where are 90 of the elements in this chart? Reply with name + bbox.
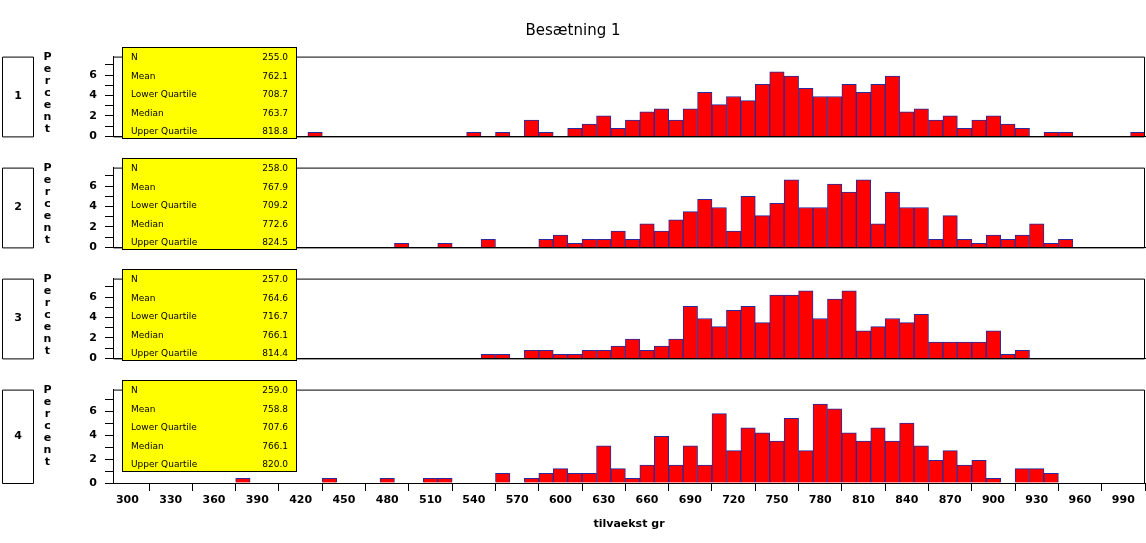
annotation: Mean	[131, 70, 156, 81]
x-tick-label: 630	[592, 493, 616, 507]
x-tick-label: 450	[332, 493, 356, 507]
annotation: Mean	[131, 181, 156, 192]
annotation: 716.7	[262, 311, 288, 321]
annotation: 257.0	[262, 274, 288, 284]
annotation: N	[131, 163, 138, 173]
annotation: Median	[131, 107, 164, 118]
x-tick-label: 780	[808, 493, 833, 507]
text: 3	[14, 311, 22, 325]
x-tick-label: 930	[1025, 493, 1049, 507]
annotation: 258.0	[262, 163, 288, 173]
y-tick-label: 4	[89, 310, 98, 324]
x-tick-label: 300	[115, 493, 140, 507]
x-tick-label: 420	[289, 493, 313, 507]
x-tick-label: 690	[678, 493, 703, 507]
chart-title: Besætning 1	[524, 21, 622, 39]
annotation: N	[131, 385, 138, 395]
annotation: Lower Quartile	[131, 311, 197, 321]
y-tick-label: 6	[89, 178, 98, 192]
x-tick-label: 510	[419, 493, 443, 507]
y-tick-label: 2	[89, 108, 97, 122]
annotation: Upper Quartile	[131, 348, 198, 358]
annotation: 255.0	[262, 52, 288, 62]
x-tick-label: 600	[548, 493, 573, 507]
y-tick-label: 2	[89, 451, 97, 465]
annotation: Median	[131, 218, 164, 229]
x-tick-label: 570	[505, 493, 529, 507]
annotation: N	[131, 274, 138, 284]
annotation: Upper Quartile	[131, 459, 198, 469]
x-axis-title: tilvaekst gr	[593, 517, 666, 531]
annotation: Upper Quartile	[131, 126, 198, 136]
x-tick-label: 810	[852, 493, 876, 507]
x-tick-label: 390	[245, 493, 270, 507]
annotation: N	[131, 52, 138, 62]
y-tick-label: 0	[89, 129, 98, 143]
y-axis-title: Percent	[40, 161, 54, 245]
y-tick-label: 6	[89, 289, 98, 303]
annotation: Mean	[131, 292, 156, 303]
x-tick-label: 480	[375, 493, 400, 507]
x-tick-label: 720	[722, 493, 746, 507]
x-tick-label: 330	[159, 493, 183, 507]
annotation: Median	[131, 440, 164, 451]
y-axis-title: Percent	[40, 272, 54, 356]
x-tick-label: 840	[895, 493, 919, 507]
annotation: Upper Quartile	[131, 237, 198, 247]
y-tick-label: 0	[89, 351, 98, 365]
y-tick-label: 0	[89, 240, 98, 254]
annotation: 758.8	[262, 403, 288, 414]
annotation: 772.6	[262, 218, 288, 229]
text: 2	[14, 200, 22, 214]
annotation: 824.5	[262, 237, 288, 247]
annotation: 820.0	[262, 459, 288, 469]
y-tick-label: 6	[89, 67, 98, 81]
annotation: 767.9	[262, 181, 288, 192]
text: 4	[14, 429, 23, 443]
annotation: 766.1	[262, 329, 288, 340]
x-tick-label: 750	[765, 493, 789, 507]
annotation: 259.0	[262, 385, 288, 395]
x-tick-label: 360	[202, 493, 226, 507]
y-axis-title: Percent	[40, 383, 54, 467]
annotation: 764.6	[262, 292, 288, 303]
y-tick-label: 0	[89, 475, 98, 489]
x-tick-label: 540	[462, 493, 486, 507]
annotation: 762.1	[262, 70, 288, 81]
x-tick-label: 660	[635, 493, 659, 507]
y-tick-label: 6	[89, 404, 98, 418]
annotation: 763.7	[262, 107, 288, 118]
annotation: Lower Quartile	[131, 422, 197, 432]
annotation: 708.7	[262, 89, 288, 99]
x-tick-label: 900	[981, 493, 1006, 507]
annotation: 818.8	[262, 126, 288, 136]
y-tick-label: 4	[89, 199, 98, 213]
annotation: 766.1	[262, 440, 288, 451]
annotation: Mean	[131, 403, 156, 414]
x-tick-label: 960	[1068, 493, 1092, 507]
annotation: Lower Quartile	[131, 89, 197, 99]
annotation: 709.2	[262, 200, 288, 210]
annotation: 707.6	[262, 422, 288, 432]
text: 1	[14, 89, 22, 103]
annotation: Median	[131, 329, 164, 340]
y-tick-label: 2	[89, 330, 97, 344]
y-tick-label: 2	[89, 219, 97, 233]
annotation: 814.4	[262, 348, 288, 358]
x-tick-label: 870	[938, 493, 962, 507]
y-tick-label: 4	[89, 427, 98, 441]
x-tick-label: 990	[1111, 493, 1136, 507]
annotation: Lower Quartile	[131, 200, 197, 210]
y-axis-title: Percent	[40, 50, 54, 134]
y-tick-label: 4	[89, 88, 98, 102]
